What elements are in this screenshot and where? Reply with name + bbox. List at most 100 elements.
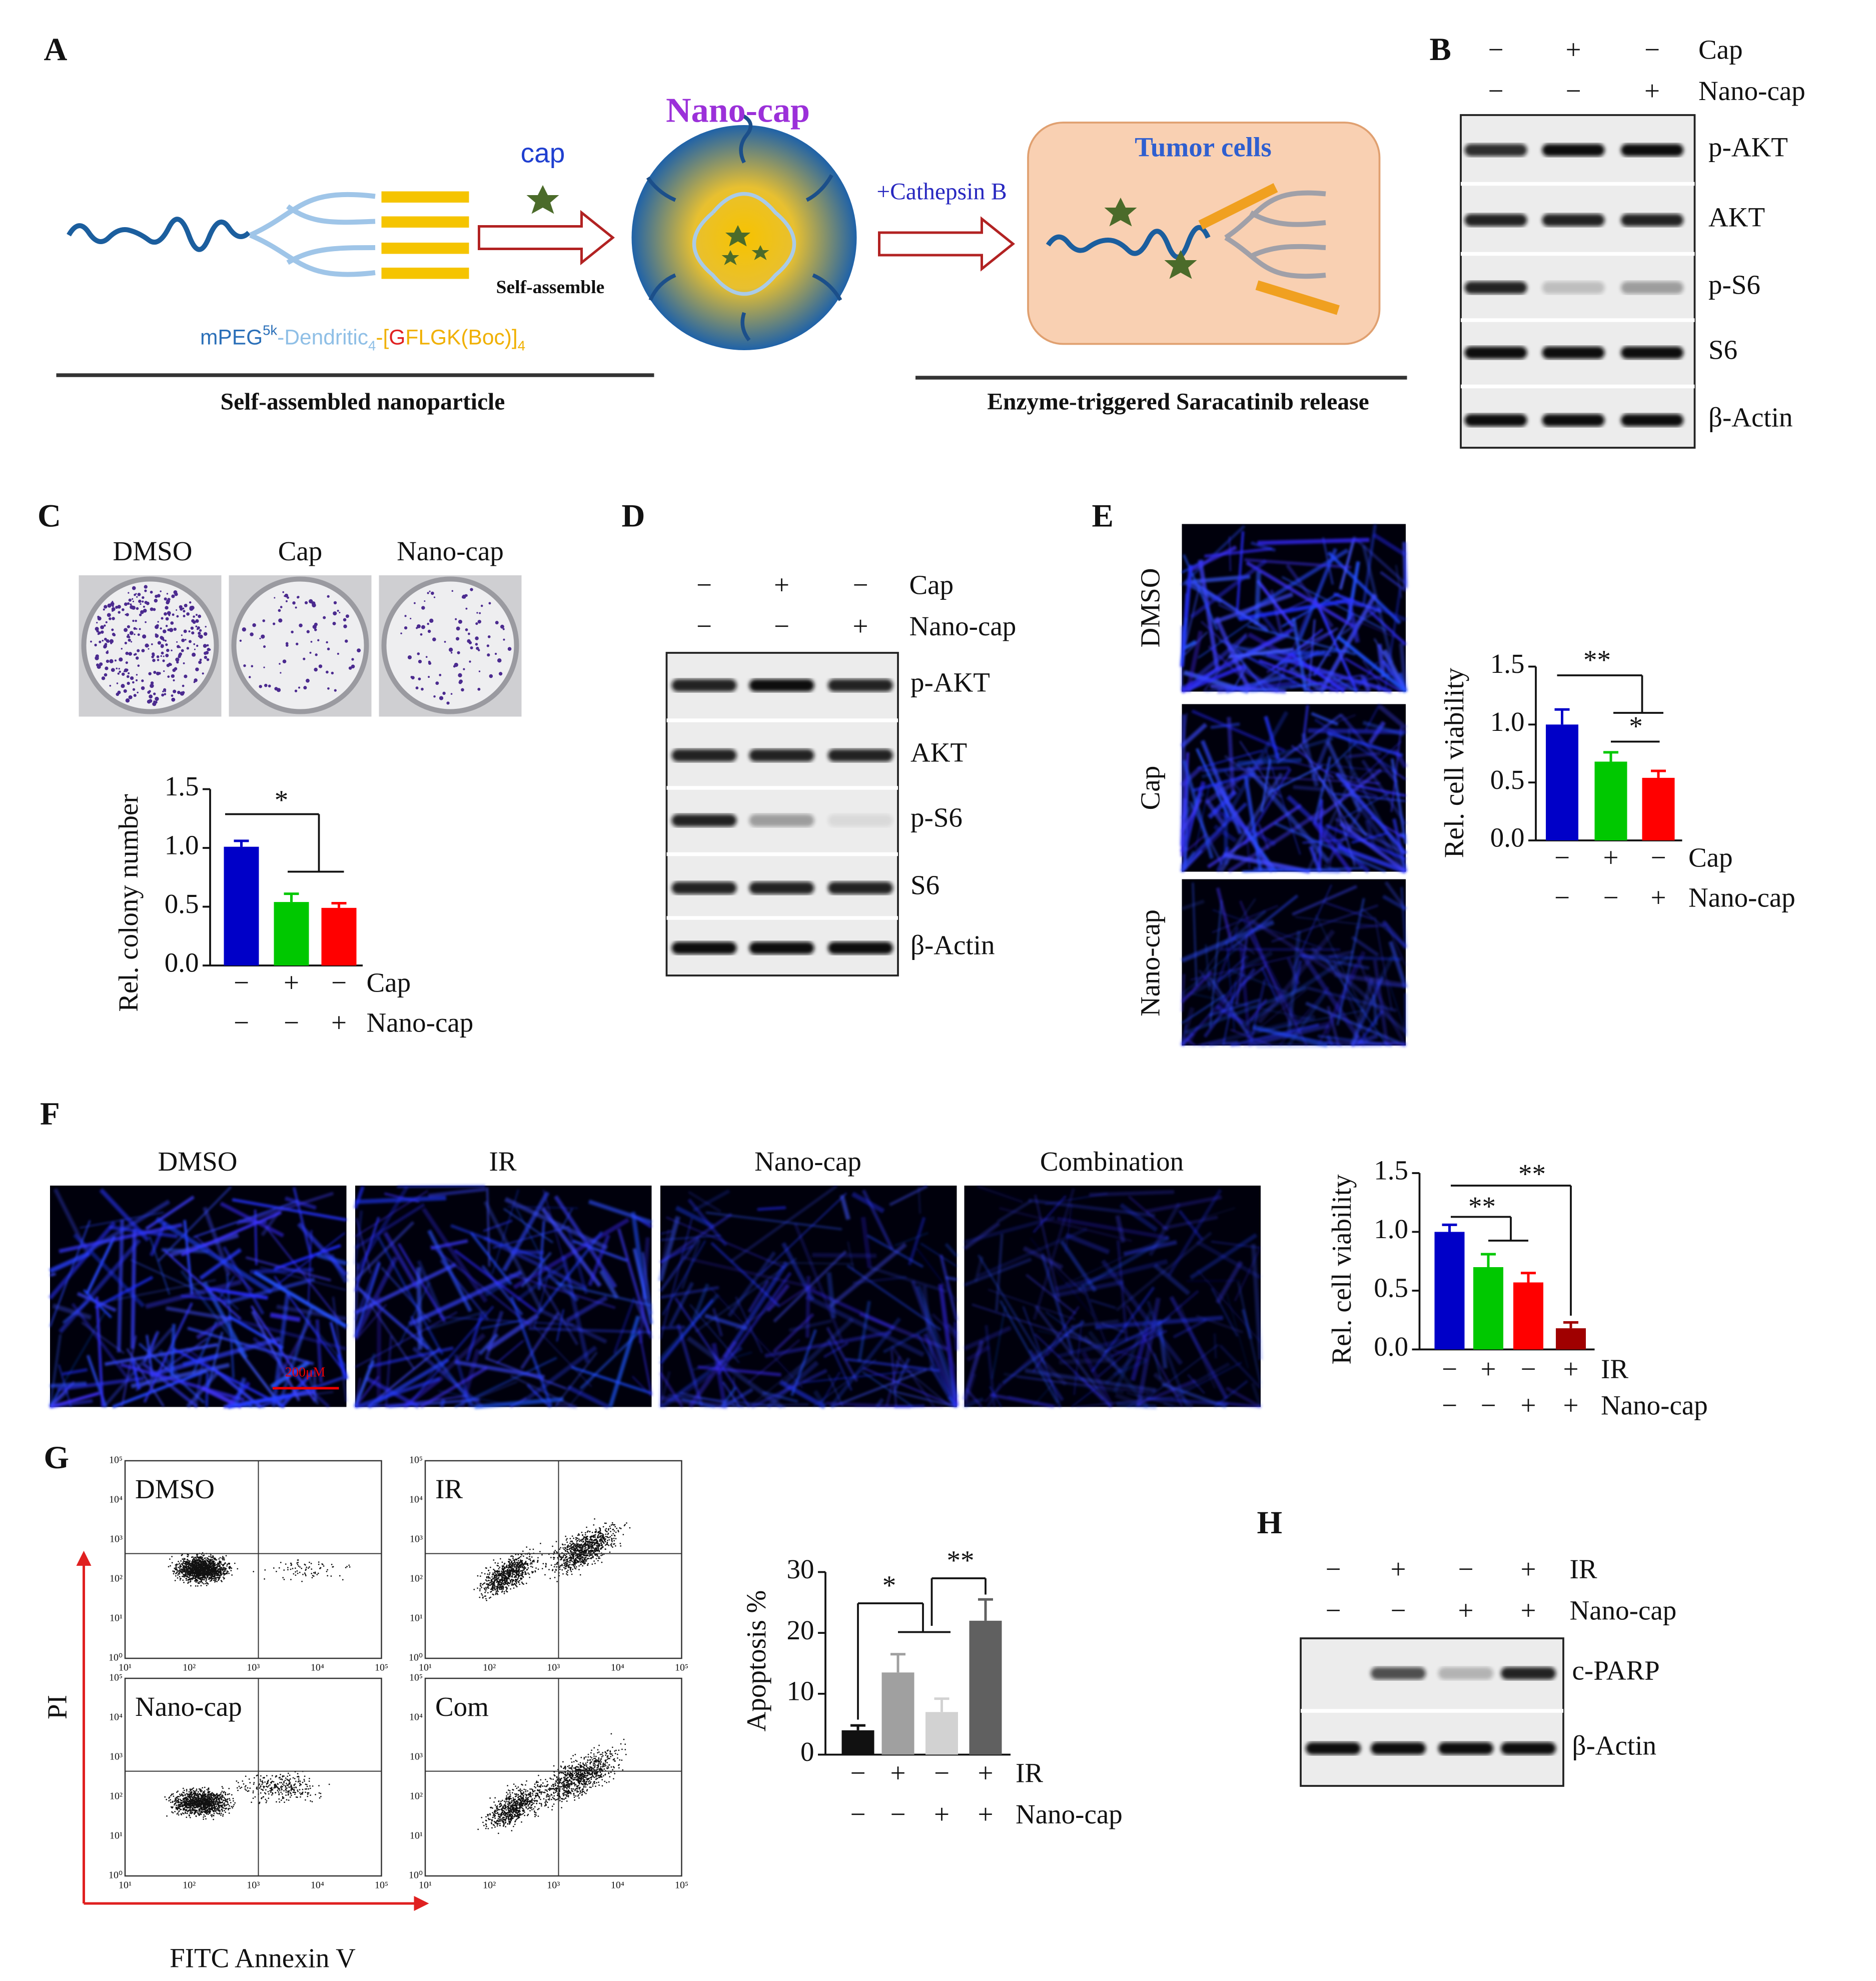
event xyxy=(188,1568,190,1570)
event xyxy=(587,1540,588,1542)
event xyxy=(219,1575,221,1576)
colony xyxy=(345,614,349,618)
event xyxy=(570,1571,572,1572)
colony xyxy=(153,692,156,695)
event xyxy=(204,1568,206,1570)
colony xyxy=(276,688,281,692)
colony xyxy=(171,674,175,678)
event xyxy=(206,1579,207,1581)
event xyxy=(572,1568,574,1570)
fiber xyxy=(1292,885,1358,916)
event xyxy=(522,1583,523,1584)
panel-label: H xyxy=(1257,1505,1283,1541)
fiber xyxy=(1400,887,1407,949)
event xyxy=(569,1567,571,1569)
event xyxy=(498,1580,500,1582)
fiber xyxy=(524,1345,597,1402)
colony xyxy=(306,630,310,633)
fiber xyxy=(1033,1195,1067,1233)
colony xyxy=(112,632,116,636)
event xyxy=(197,1580,199,1582)
event xyxy=(532,1571,534,1573)
event xyxy=(492,1593,494,1595)
colony xyxy=(142,634,147,639)
event xyxy=(216,1577,217,1579)
fiber xyxy=(1207,789,1238,819)
event xyxy=(179,1569,181,1571)
colony xyxy=(171,694,174,697)
event xyxy=(530,1562,532,1564)
formula-part: -[ xyxy=(376,326,389,350)
event xyxy=(521,1573,523,1575)
event xyxy=(571,1548,573,1550)
colony xyxy=(155,594,158,598)
fiber xyxy=(964,1397,984,1409)
event xyxy=(183,1581,185,1583)
fiber xyxy=(1258,823,1269,849)
event xyxy=(208,1572,210,1574)
event xyxy=(565,1561,567,1563)
event xyxy=(485,1590,487,1592)
fiber xyxy=(470,1232,513,1285)
fiber xyxy=(1033,1188,1075,1320)
fiber xyxy=(1327,714,1356,726)
fiber xyxy=(272,1232,345,1289)
event xyxy=(172,1570,174,1572)
event xyxy=(479,1588,481,1590)
event xyxy=(314,1571,316,1573)
colony xyxy=(100,625,105,629)
fiber xyxy=(542,1189,576,1302)
fiber xyxy=(356,1284,415,1370)
event xyxy=(479,1596,481,1598)
colony xyxy=(199,629,202,632)
event xyxy=(599,1539,601,1541)
event xyxy=(486,1580,488,1582)
event xyxy=(563,1560,565,1562)
fiber xyxy=(945,1243,958,1258)
fiber xyxy=(579,1330,641,1390)
colony xyxy=(121,684,125,688)
fiber xyxy=(193,1200,300,1238)
colony xyxy=(155,625,159,629)
event xyxy=(195,1557,197,1559)
colony xyxy=(127,625,131,628)
fiber xyxy=(565,1295,608,1323)
fiber xyxy=(894,1404,925,1409)
event xyxy=(491,1583,493,1585)
event xyxy=(571,1541,573,1543)
event xyxy=(601,1561,603,1563)
colony xyxy=(136,628,138,630)
event xyxy=(180,1578,182,1579)
event xyxy=(203,1571,204,1572)
colony xyxy=(339,611,341,613)
fiber xyxy=(1073,1320,1083,1395)
fiber xyxy=(58,1239,141,1334)
event xyxy=(608,1537,610,1539)
colony xyxy=(478,670,481,672)
fiber xyxy=(827,1374,843,1407)
event xyxy=(205,1573,207,1575)
event xyxy=(515,1585,517,1587)
event xyxy=(477,1575,479,1577)
event xyxy=(485,1598,487,1600)
event xyxy=(193,1558,195,1560)
event xyxy=(229,1562,231,1564)
event xyxy=(192,1578,194,1580)
fiber xyxy=(875,1398,884,1408)
event xyxy=(575,1537,577,1539)
event xyxy=(492,1587,494,1589)
event xyxy=(606,1542,608,1544)
well-label: Cap xyxy=(278,536,323,566)
fiber xyxy=(907,1217,926,1266)
colony xyxy=(123,689,127,693)
colony xyxy=(475,643,478,646)
colony xyxy=(465,594,467,596)
event xyxy=(201,1565,203,1566)
event xyxy=(585,1549,587,1551)
band xyxy=(1306,1742,1361,1755)
fiber xyxy=(1215,1005,1245,1025)
event xyxy=(602,1526,604,1528)
event xyxy=(624,1524,626,1526)
event xyxy=(209,1560,211,1562)
event xyxy=(595,1530,597,1532)
